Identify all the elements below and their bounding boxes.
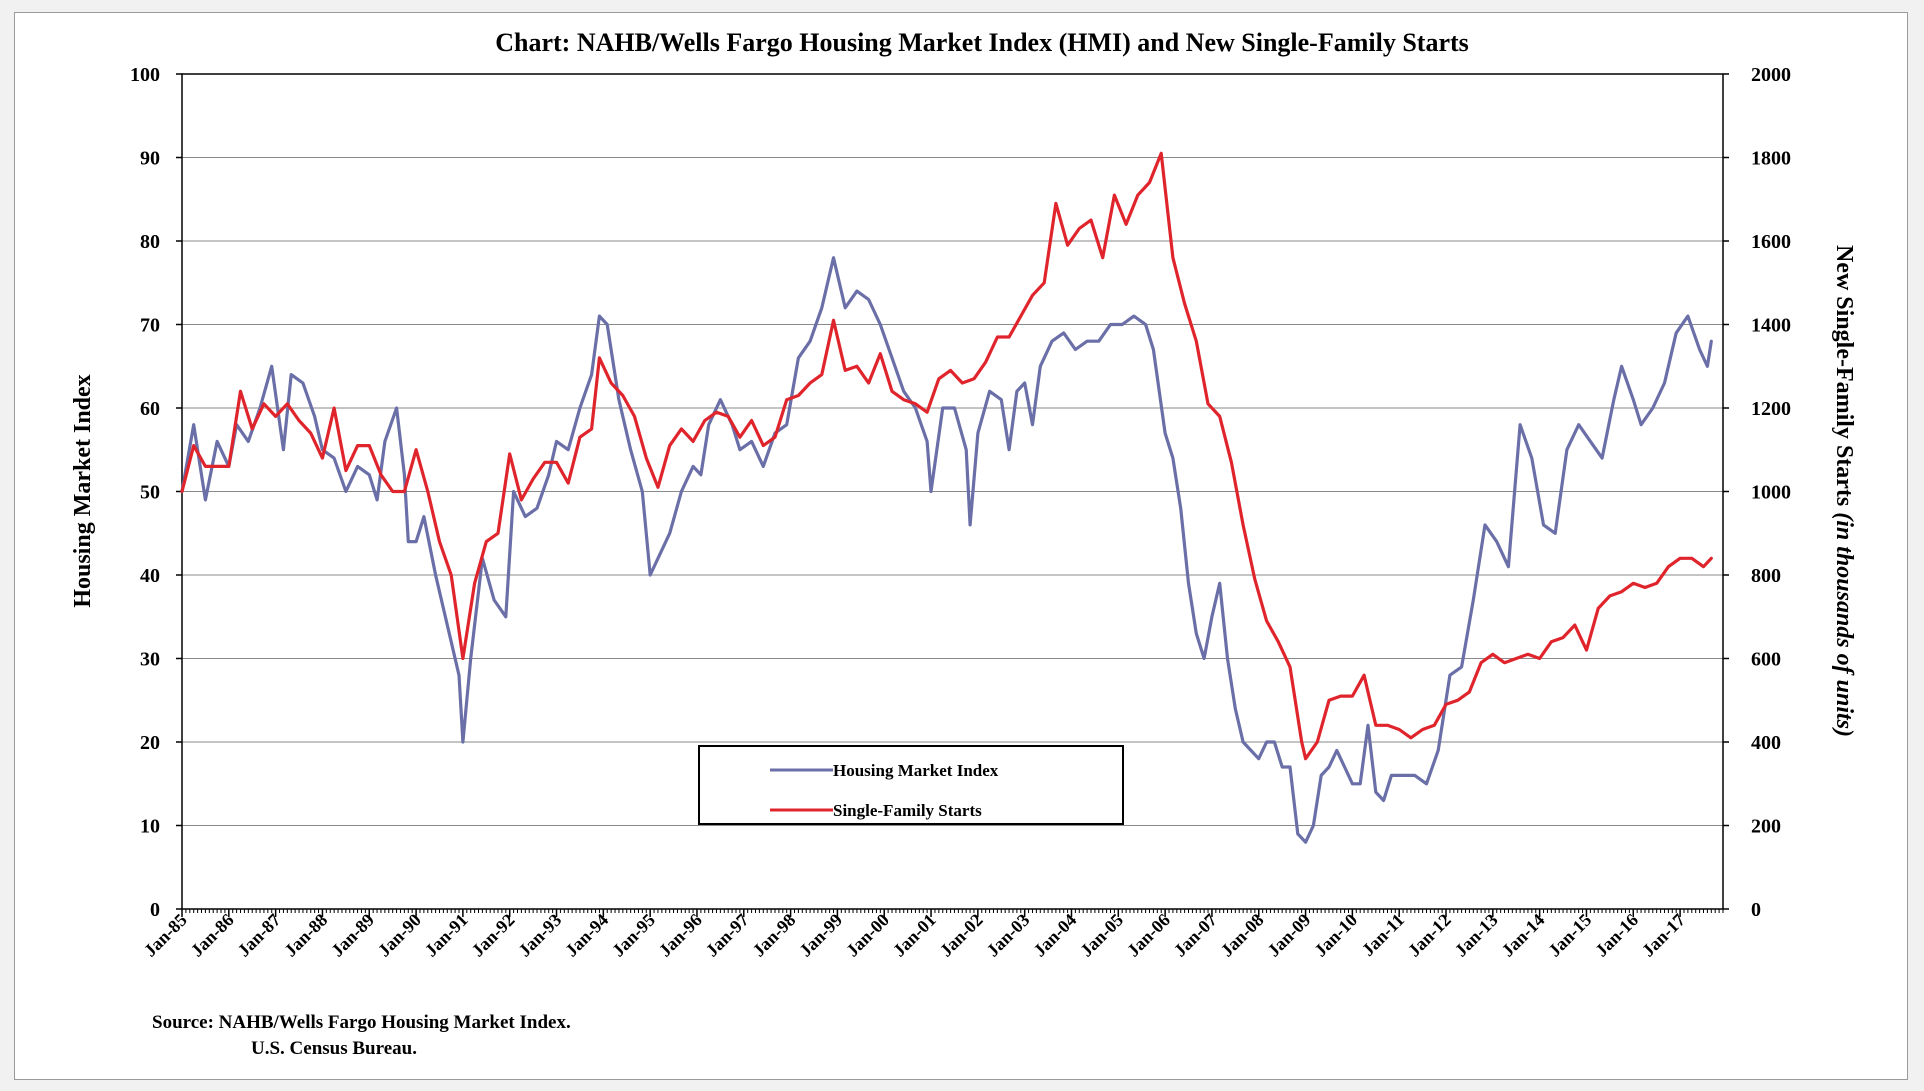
legend-label-hmi: Housing Market Index [833,761,999,780]
x-tick-label: Jan-05 [1076,910,1127,961]
legend: Housing Market Index Single-Family Start… [698,745,1124,825]
right-tick-label: 1600 [1751,231,1791,253]
x-tick-label: Jan-12 [1404,910,1455,961]
right-tick-label: 800 [1751,565,1781,587]
x-tick-label: Jan-97 [702,910,753,961]
x-tick-label: Jan-89 [327,910,378,961]
x-tick-label: Jan-03 [983,910,1034,961]
x-tick-label: Jan-87 [234,910,285,961]
x-tick-label: Jan-99 [795,910,846,961]
x-tick-label: Jan-15 [1544,910,1595,961]
x-tick-label: Jan-02 [936,910,987,961]
left-tick-label: 50 [140,482,160,504]
left-axis-label: Housing Market Index [70,374,96,607]
x-tick-label: Jan-94 [561,910,612,961]
x-tick-label: Jan-13 [1451,910,1502,961]
right-tick-label: 0 [1751,899,1761,921]
source-line-2: U.S. Census Bureau. [251,1038,417,1059]
series-lines [180,151,1713,844]
right-tick-label: 600 [1751,649,1781,671]
x-tick-label: Jan-04 [1029,910,1080,961]
left-y-ticks: 0 10 20 30 40 50 60 70 80 90 100 [130,64,182,921]
left-tick-label: 60 [140,398,160,420]
hmi-series-line [180,256,1713,844]
left-tick-label: 100 [130,64,160,86]
right-axis-label-main: New Single-Family Starts [1831,245,1857,512]
starts-series-line [180,151,1713,761]
right-tick-label: 1400 [1751,315,1791,337]
left-tick-label: 10 [140,816,160,838]
x-tick-label: Jan-17 [1638,910,1689,961]
x-tick-label: Jan-08 [1217,910,1268,961]
right-tick-label: 400 [1751,732,1781,754]
x-tick-label: Jan-11 [1358,910,1408,960]
right-axis-label-units: (in thousands of units) [1831,512,1857,737]
hmi-starts-chart: Chart: NAHB/Wells Fargo Housing Market I… [70,28,1857,1059]
x-tick-label: Jan-85 [140,910,191,961]
x-tick-label: Jan-96 [655,910,706,961]
left-tick-label: 80 [140,231,160,253]
x-tick-label: Jan-98 [749,910,800,961]
x-tick-label: Jan-07 [1170,910,1221,961]
right-y-ticks: 0 200 400 600 800 1000 1200 1400 1600 1800 2000 [1723,64,1791,921]
legend-label-starts: Single-Family Starts [833,801,982,820]
right-axis-label: New Single-Family Starts (in thousands o… [1831,245,1857,737]
x-tick-label: Jan-88 [280,910,331,961]
x-tick-label: Jan-92 [468,910,519,961]
left-tick-label: 40 [140,565,160,587]
x-tick-label: Jan-10 [1310,910,1361,961]
x-ticks: Jan-85Jan-86Jan-87Jan-88Jan-89Jan-90Jan-… [140,909,1724,961]
x-tick-label: Jan-91 [421,910,472,961]
right-tick-label: 1200 [1751,398,1791,420]
x-tick-label: Jan-90 [374,910,425,961]
x-tick-label: Jan-00 [842,910,893,961]
legend-box [698,745,1124,825]
left-tick-label: 0 [150,899,160,921]
left-tick-label: 30 [140,649,160,671]
left-tick-label: 70 [140,315,160,337]
x-tick-label: Jan-01 [889,910,940,961]
x-tick-label: Jan-93 [514,910,565,961]
right-tick-label: 1800 [1751,148,1791,170]
x-tick-label: Jan-14 [1498,910,1549,961]
chart-frame: Chart: NAHB/Wells Fargo Housing Market I… [14,12,1908,1080]
grid-lines [182,157,1723,826]
x-tick-label: Jan-95 [608,910,659,961]
x-tick-label: Jan-09 [1263,910,1314,961]
x-tick-label: Jan-86 [187,910,238,961]
left-tick-label: 20 [140,732,160,754]
chart-title: Chart: NAHB/Wells Fargo Housing Market I… [495,28,1469,57]
right-tick-label: 200 [1751,816,1781,838]
right-tick-label: 2000 [1751,64,1791,86]
x-tick-label: Jan-16 [1591,910,1642,961]
left-tick-label: 90 [140,148,160,170]
source-line-1: Source: NAHB/Wells Fargo Housing Market … [152,1012,571,1033]
x-tick-label: Jan-06 [1123,910,1174,961]
right-tick-label: 1000 [1751,482,1791,504]
